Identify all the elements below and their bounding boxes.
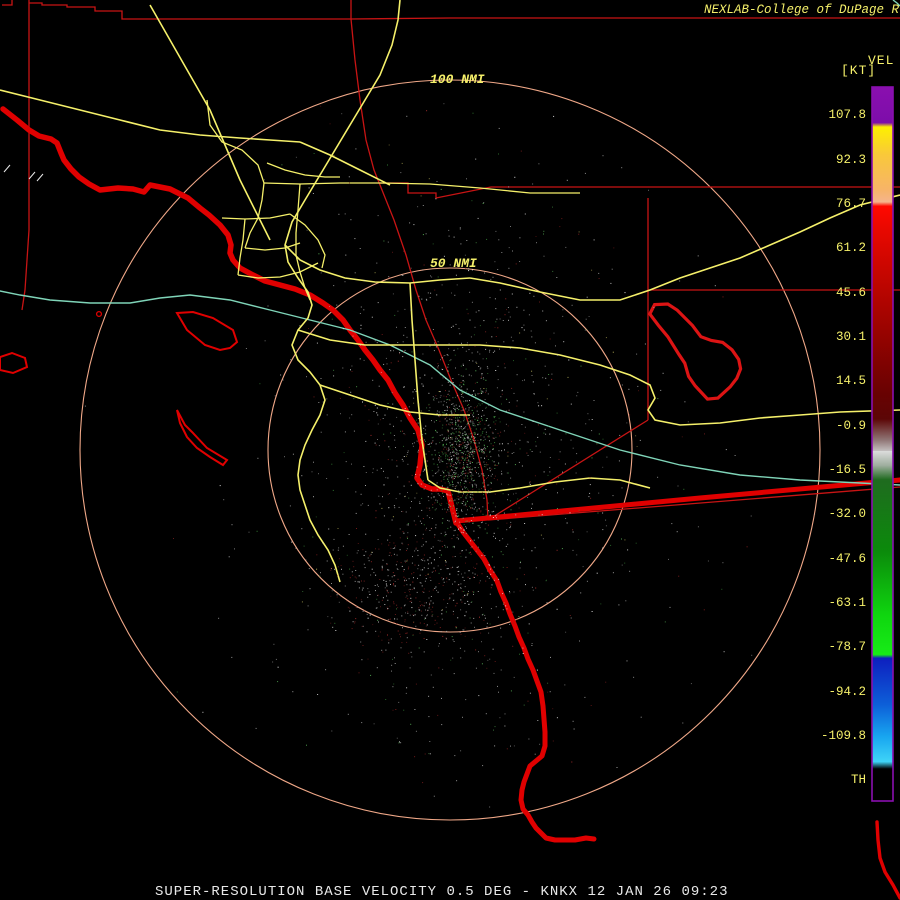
svg-text:-16.5: -16.5 xyxy=(828,463,866,477)
svg-text:92.3: 92.3 xyxy=(836,153,866,167)
svg-text:-47.6: -47.6 xyxy=(828,552,866,566)
svg-text:50 NMI: 50 NMI xyxy=(430,256,477,271)
svg-text:SUPER-RESOLUTION BASE VELOCITY: SUPER-RESOLUTION BASE VELOCITY 0.5 DEG -… xyxy=(155,884,728,900)
svg-text:TH: TH xyxy=(851,773,866,787)
svg-text:-0.9: -0.9 xyxy=(836,419,866,433)
svg-text:-94.2: -94.2 xyxy=(828,685,866,699)
svg-text:NEXLAB-College of DuPage R: NEXLAB-College of DuPage R xyxy=(704,3,900,17)
svg-text:-32.0: -32.0 xyxy=(828,507,866,521)
svg-text:14.5: 14.5 xyxy=(836,374,866,388)
svg-text:107.8: 107.8 xyxy=(828,108,866,122)
svg-text:100 NMI: 100 NMI xyxy=(430,72,485,87)
svg-text:61.2: 61.2 xyxy=(836,241,866,255)
svg-text:76.7: 76.7 xyxy=(836,197,866,211)
svg-text:VEL: VEL xyxy=(868,53,894,68)
svg-text:30.1: 30.1 xyxy=(836,330,866,344)
svg-text:-109.8: -109.8 xyxy=(821,729,866,743)
svg-text:-78.7: -78.7 xyxy=(828,640,866,654)
svg-text:45.6: 45.6 xyxy=(836,286,866,300)
svg-text:-63.1: -63.1 xyxy=(828,596,866,610)
